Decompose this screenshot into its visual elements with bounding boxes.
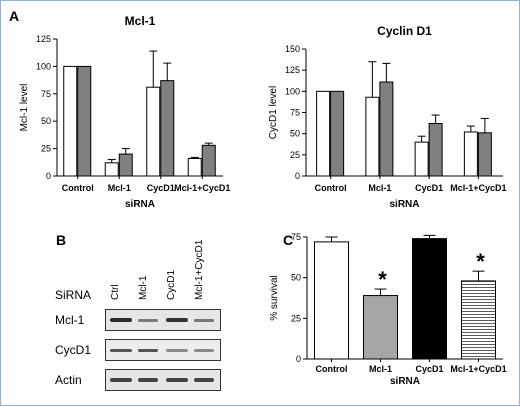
chart-cycd1-x-tick-label: Mcl-1+CycD1	[450, 183, 506, 193]
band	[166, 378, 188, 382]
chart-cycd1-title: Cyclin D1	[377, 24, 432, 38]
chart-survival-significance: *	[378, 267, 387, 292]
chart-mcl1-title: Mcl-1	[125, 14, 156, 28]
chart-mcl1-x-tick-label: CycD1	[147, 183, 175, 193]
chart-mcl1-x-tick-label: Mcl-1+CycD1	[174, 183, 230, 193]
chart-mcl1-y-tick-label: 75	[41, 89, 51, 99]
chart-survival-x-label: siRNA	[390, 376, 420, 387]
chart-cycd1-y-tick-label: 75	[290, 108, 300, 118]
chart-cycd1-bar	[330, 90, 345, 177]
chart-survival-bar	[461, 280, 496, 360]
panel-b-header: SiRNA	[55, 288, 92, 302]
chart-survival-bar	[314, 241, 349, 360]
chart-cycd1-y-tick-label: 50	[290, 129, 300, 139]
chart-cycd1-bar	[428, 123, 443, 177]
panel-letter-b: B	[56, 232, 66, 248]
chart-survival-bar	[363, 295, 398, 360]
chart-mcl1-bar	[63, 65, 78, 177]
chart-mcl1-x-tick-label: Mcl-1	[108, 183, 131, 193]
chart-cycd1-y-tick-label: 0	[295, 171, 300, 181]
band	[166, 349, 188, 352]
chart-survival-y-tick-label: 0	[296, 354, 301, 364]
lane-label-cycd1: CycD1	[166, 269, 177, 300]
chart-survival-x-tick-label: CycD1	[415, 364, 443, 374]
chart-cycd1-x-tick-label: CycD1	[415, 183, 443, 193]
band	[138, 378, 158, 382]
chart-mcl1-bar	[160, 80, 175, 177]
chart-mcl1-x-label: siRNA	[125, 199, 155, 210]
lane-label-mcl1: Mcl-1	[138, 275, 149, 300]
chart-cycd1-bar	[477, 132, 492, 177]
chart-mcl1-bar	[104, 162, 119, 177]
chart-mcl1-y-tick-label: 0	[46, 171, 51, 181]
lane-label-mcl1-cycd1: Mcl-1+CycD1	[194, 239, 205, 300]
chart-cycd1-y-tick-label: 150	[285, 44, 300, 54]
band	[166, 318, 188, 322]
band	[138, 319, 158, 322]
chart-mcl1-bar	[201, 144, 216, 177]
chart-survival-x-tick-label: Control	[316, 364, 348, 374]
chart-mcl1-y-tick-label: 25	[41, 144, 51, 154]
chart-cycd1-y-label: CycD1 level	[268, 86, 279, 139]
chart-mcl1-y-tick-label: 125	[36, 34, 51, 44]
chart-cycd1-x-label: siRNA	[389, 199, 419, 210]
chart-mcl1-bar	[146, 86, 161, 177]
chart-mcl1-bar	[187, 157, 202, 177]
band	[110, 318, 132, 322]
chart-mcl1-bar	[77, 65, 92, 177]
chart-survival-x-tick-label: Mcl-1+CycD1	[450, 364, 506, 374]
chart-mcl1-y-label: Mcl-1 level	[19, 84, 30, 132]
band	[194, 319, 214, 322]
chart-cycd1-bar	[379, 81, 394, 177]
chart-survival-bar	[412, 238, 447, 360]
chart-mcl1-bar	[118, 153, 133, 177]
blot-strip-mcl1	[105, 309, 221, 331]
chart-mcl1-y-tick-label: 100	[36, 61, 51, 71]
band	[138, 349, 158, 352]
chart-cycd1-x-tick-label: Control	[315, 183, 347, 193]
blot-row-label-cycd1: CycD1	[55, 343, 92, 357]
chart-cycd1-bar	[365, 96, 380, 177]
band	[110, 349, 132, 352]
chart-cycd1-x-tick-label: Mcl-1	[368, 183, 391, 193]
chart-survival-y-label: % survival	[269, 275, 280, 321]
panel-letter-c: C	[283, 232, 293, 248]
chart-mcl1-x-tick-label: Control	[62, 183, 94, 193]
chart-survival-y-tick-label: 75	[291, 232, 301, 242]
chart-cycd1-bar	[414, 141, 429, 177]
chart-cycd1-y-tick-label: 25	[290, 150, 300, 160]
chart-cycd1-y-tick-label: 100	[285, 86, 300, 96]
band	[194, 378, 214, 382]
chart-cycd1-bar	[316, 90, 331, 177]
band	[194, 349, 214, 352]
panel-letter-a: A	[9, 8, 19, 24]
band	[110, 378, 132, 382]
chart-survival-significance: *	[476, 249, 485, 274]
chart-cycd1-y-tick-label: 125	[285, 65, 300, 75]
chart-survival-x-tick-label: Mcl-1	[369, 364, 392, 374]
western-blot	[105, 309, 221, 393]
blot-strip-actin	[105, 369, 221, 391]
chart-survival-y-tick-label: 50	[291, 273, 301, 283]
chart-mcl1-y-tick-label: 50	[41, 116, 51, 126]
blot-row-label-actin: Actin	[55, 373, 82, 387]
lane-label-ctrl: Ctrl	[110, 284, 121, 300]
chart-cycd1-bar	[463, 131, 478, 177]
blot-row-label-mcl1: Mcl-1	[55, 313, 85, 327]
chart-survival-y-tick-label: 25	[291, 313, 301, 323]
blot-strip-cycd1	[105, 339, 221, 361]
